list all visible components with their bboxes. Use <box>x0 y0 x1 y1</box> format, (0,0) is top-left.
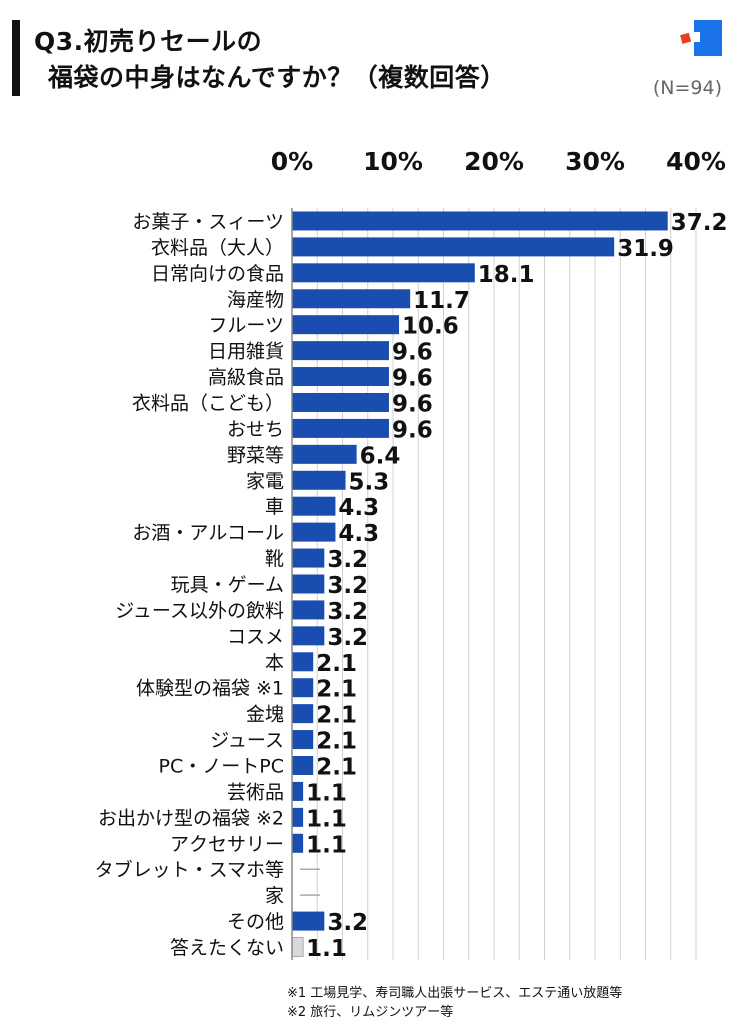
value-label: 37.2 <box>671 210 728 236</box>
footnote-1: ※1 工場見学、寿司職人出張サービス、エステ通い放題等 <box>287 986 623 1001</box>
bar <box>292 730 314 750</box>
category-label: タブレット・スマホ等 <box>95 858 284 881</box>
value-label: 3.2 <box>327 625 368 651</box>
value-label: 11.7 <box>413 288 470 314</box>
value-label: 31.9 <box>617 236 674 262</box>
value-label: 1.1 <box>306 832 347 858</box>
title-accent-bar <box>12 20 20 96</box>
sample-size-label: (N=94) <box>652 77 722 99</box>
bar <box>292 263 475 283</box>
bar-chart: 0% 10% 20% 30% 40% お菓子・スィーツ 37.2 衣料品（大人） 31.9 日常向… <box>95 147 728 962</box>
category-label: PC・ノートPC <box>159 755 284 777</box>
bar <box>292 367 389 387</box>
value-label: 9.6 <box>392 417 433 443</box>
category-label: 金塊 <box>246 704 284 726</box>
value-label: 1.1 <box>306 780 347 806</box>
bar <box>292 833 304 853</box>
category-label: 家 <box>265 885 284 907</box>
category-label: お出かけ型の福袋 ※2 <box>98 807 284 829</box>
x-tick-label: 0% <box>271 147 313 176</box>
bar <box>292 522 336 542</box>
category-label: 高級食品 <box>208 367 284 389</box>
title-line-2: 福袋の中身はなんですか？（複数回答） <box>48 63 506 92</box>
value-label: 2.1 <box>316 729 357 755</box>
category-label: 日用雑貨 <box>208 341 284 363</box>
category-label: お酒・アルコール <box>132 522 284 544</box>
value-label: 3.2 <box>327 573 368 599</box>
value-label: 9.6 <box>392 340 433 366</box>
category-label: 野菜等 <box>227 444 284 466</box>
value-label: 9.6 <box>392 366 433 392</box>
x-tick-label: 30% <box>565 147 625 176</box>
bar <box>292 652 314 672</box>
bar <box>292 704 314 724</box>
category-label: 海産物 <box>227 289 284 311</box>
category-label: ジュース <box>210 730 284 752</box>
brand-logo-icon <box>680 20 722 56</box>
category-label: 本 <box>265 652 284 674</box>
x-tick-label: 10% <box>363 147 423 176</box>
value-label: 3.2 <box>327 910 368 936</box>
bar <box>292 341 389 361</box>
value-label: 2.1 <box>316 677 357 703</box>
category-label: その他 <box>227 911 284 933</box>
value-label: 4.3 <box>338 521 379 547</box>
bar <box>292 444 357 464</box>
value-label: 10.6 <box>402 314 459 340</box>
bar <box>292 418 389 438</box>
category-label: お菓子・スィーツ <box>132 211 284 233</box>
bar <box>292 496 336 516</box>
category-label: 芸術品 <box>227 781 284 803</box>
category-label: 家電 <box>246 470 284 492</box>
value-label: 9.6 <box>392 391 433 417</box>
bar <box>292 315 400 335</box>
bar <box>292 392 389 412</box>
category-label: 玩具・ゲーム <box>171 574 284 596</box>
category-label: コスメ <box>227 626 284 648</box>
bar <box>292 470 346 490</box>
page-title: Q3.初売りセールの 福袋の中身はなんですか？（複数回答） <box>34 24 506 96</box>
value-label: 6.4 <box>360 443 401 469</box>
category-label: フルーツ <box>208 315 284 337</box>
value-label: 3.2 <box>327 599 368 625</box>
x-tick-label: 40% <box>666 147 726 176</box>
value-label: 5.3 <box>349 469 390 495</box>
category-label: 衣料品（大人） <box>151 237 284 259</box>
category-label: 衣料品（こども） <box>132 392 284 414</box>
bar <box>292 289 411 309</box>
value-label: 2.1 <box>316 754 357 780</box>
bar <box>292 781 304 801</box>
value-label: 1.1 <box>306 936 347 962</box>
bar <box>292 911 325 931</box>
category-label: 車 <box>265 496 284 518</box>
bar <box>292 574 325 594</box>
footnote-2: ※2 旅行、リムジンツアー等 <box>287 1005 454 1020</box>
category-label: ジュース以外の飲料 <box>115 600 284 622</box>
value-label: 2.1 <box>316 703 357 729</box>
value-label: 1.1 <box>306 806 347 832</box>
category-label: アクセサリー <box>170 833 284 855</box>
value-label: 18.1 <box>478 262 535 288</box>
category-label: 体験型の福袋 ※1 <box>136 678 284 700</box>
bar <box>292 626 325 646</box>
bar <box>292 678 314 698</box>
category-label: 答えたくない <box>170 937 284 959</box>
bar <box>291 937 304 958</box>
bar <box>292 600 325 620</box>
bar <box>292 237 615 257</box>
bar <box>292 755 314 775</box>
category-label: おせち <box>227 418 284 440</box>
bar <box>292 807 304 827</box>
category-label: 日常向けの食品 <box>151 263 284 285</box>
value-label: 2.1 <box>316 651 357 677</box>
bar <box>292 211 668 231</box>
x-tick-label: 20% <box>464 147 524 176</box>
title-line-1: Q3.初売りセールの <box>34 27 263 56</box>
value-label: 3.2 <box>327 547 368 573</box>
bar <box>292 548 325 568</box>
category-label: 靴 <box>265 548 284 570</box>
footnotes: ※1 工場見学、寿司職人出張サービス、エステ通い放題等 ※2 旅行、リムジンツア… <box>287 984 622 1022</box>
value-label: 4.3 <box>338 495 379 521</box>
